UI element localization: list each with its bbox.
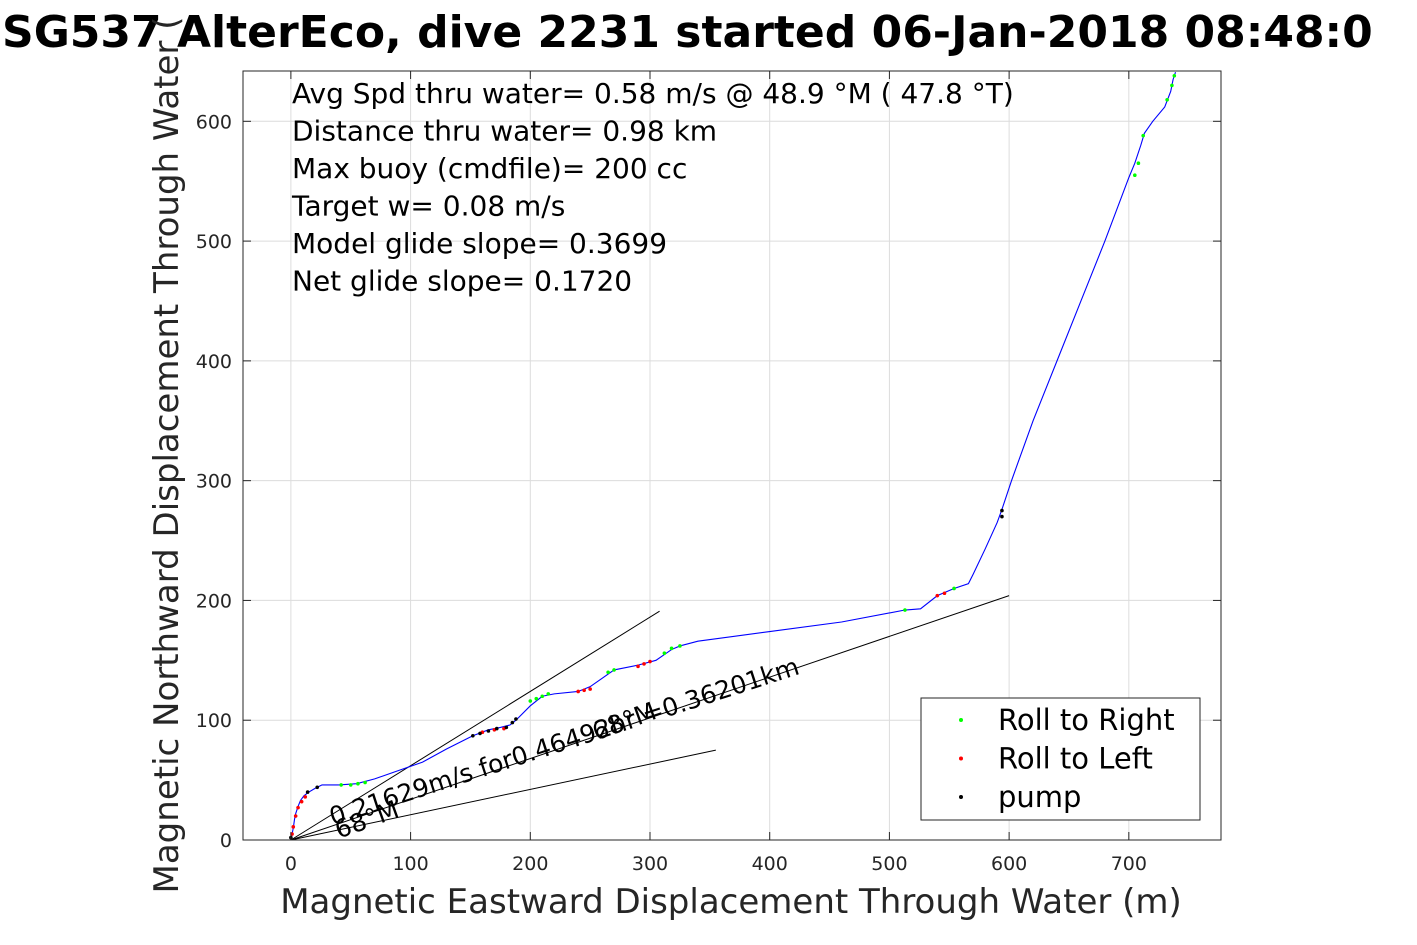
- series-layer: [290, 72, 1177, 841]
- grid: [243, 71, 1221, 841]
- roll-left-marker: [642, 662, 646, 666]
- reference-line: [290, 610, 660, 841]
- roll-left-marker: [291, 825, 296, 829]
- x-tick-label: 300: [632, 853, 668, 875]
- roll-right-marker: [678, 644, 682, 648]
- roll-left-marker: [588, 687, 592, 691]
- roll-right-marker: [339, 783, 343, 787]
- y-tick-label: 600: [196, 111, 232, 133]
- y-tick-label: 100: [196, 710, 232, 732]
- pump-marker: [514, 717, 518, 721]
- y-axis-label: Magnetic Northward Displacement Through …: [147, 17, 187, 894]
- tick-layer: 0 100 200 300 400 500 600 700 0 100 200 300 400 500 60…: [196, 71, 1221, 875]
- x-tick-label: 700: [1111, 853, 1147, 875]
- rotated-label: 68°M: [588, 696, 660, 746]
- legend-box: [920, 697, 1201, 821]
- y-tick-label: 500: [196, 231, 232, 253]
- x-tick-label: 400: [752, 853, 788, 875]
- roll-right-marker: [903, 608, 907, 612]
- legend: Roll to Right Roll to Left pump: [920, 697, 1201, 821]
- legend-label: Roll to Right: [998, 703, 1175, 737]
- pump-marker: [1000, 508, 1004, 513]
- roll-left-marker: [582, 688, 586, 693]
- roll-right-marker: [546, 692, 551, 696]
- legend-marker: [959, 718, 963, 722]
- x-tick-label: 600: [991, 853, 1027, 875]
- pump-marker: [315, 785, 320, 790]
- reference-line: [290, 595, 1010, 841]
- roll-left-marker: [648, 659, 652, 664]
- legend-label: Roll to Left: [998, 742, 1153, 776]
- roll-right-marker: [540, 694, 545, 699]
- y-tick-label: 0: [220, 830, 232, 852]
- pump-marker: [305, 790, 310, 794]
- roll-left-marker: [296, 805, 300, 810]
- marker-layer: [289, 73, 1177, 840]
- roll-left-marker: [935, 593, 940, 598]
- reference-lines: [290, 595, 1010, 841]
- rotated-labels: 0.21629m/s for0.46492hr =0.36201km68°M68…: [326, 652, 803, 845]
- roll-right-marker: [612, 668, 616, 672]
- y-tick-label: 400: [196, 351, 232, 373]
- roll-right-marker: [669, 646, 674, 651]
- pump-marker: [510, 720, 515, 725]
- y-tick-label: 300: [196, 471, 232, 493]
- rotated-label: 0.21629m/s for0.46492hr =0.36201km: [326, 652, 803, 832]
- x-tick-label: 200: [512, 853, 548, 875]
- roll-right-marker: [356, 781, 360, 786]
- annotation-block: Avg Spd thru water= 0.58 m/s @ 48.9 °M (…: [291, 77, 1014, 298]
- roll-left-marker: [942, 591, 947, 596]
- annotation-line: Model glide slope= 0.3699: [292, 227, 667, 260]
- x-tick-label: 100: [392, 853, 428, 875]
- roll-right-marker: [1170, 83, 1174, 88]
- roll-right-marker: [528, 699, 533, 703]
- roll-left-marker: [303, 795, 308, 799]
- roll-right-marker: [1136, 161, 1141, 166]
- roll-right-marker: [1133, 173, 1137, 178]
- legend-marker: [959, 756, 963, 761]
- pump-marker: [486, 729, 491, 733]
- pump-marker: [504, 725, 509, 730]
- track-line: [290, 72, 1177, 841]
- roll-right-marker: [1172, 73, 1177, 78]
- annotation-line: Net glide slope= 0.1720: [292, 265, 632, 298]
- y-tick-label: 200: [196, 590, 232, 612]
- roll-right-marker: [363, 780, 367, 785]
- roll-left-marker: [293, 814, 298, 818]
- roll-right-marker: [952, 586, 956, 591]
- annotation-line: Distance thru water= 0.98 km: [292, 115, 717, 148]
- reference-line: [290, 749, 716, 841]
- chart-title: SG537 AlterEco, dive 2231 started 06-Jan…: [2, 7, 1373, 58]
- annotation-line: Target w= 0.08 m/s: [291, 190, 565, 223]
- roll-right-marker: [662, 651, 667, 655]
- annotation-line: Max buoy (cmdfile)= 200 cc: [292, 152, 687, 185]
- pump-marker: [478, 731, 482, 736]
- x-axis-label: Magnetic Eastward Displacement Through W…: [280, 882, 1182, 922]
- annotation-line: Avg Spd thru water= 0.58 m/s @ 48.9 °M (…: [292, 77, 1014, 110]
- pump-marker: [471, 733, 475, 738]
- roll-right-marker: [1165, 97, 1169, 102]
- legend-marker: [959, 795, 963, 799]
- pump-marker: [494, 726, 499, 731]
- roll-right-marker: [606, 670, 610, 675]
- x-tick-label: 0: [285, 853, 297, 875]
- pump-marker: [1000, 514, 1004, 519]
- roll-left-marker: [576, 689, 580, 694]
- axes-box: [242, 70, 1222, 841]
- roll-right-marker: [1141, 133, 1145, 138]
- roll-right-marker: [348, 783, 353, 787]
- roll-right-marker: [534, 696, 539, 701]
- x-tick-label: 500: [871, 853, 907, 875]
- legend-label: pump: [998, 780, 1081, 814]
- roll-left-marker: [636, 664, 640, 669]
- roll-left-marker: [299, 799, 304, 804]
